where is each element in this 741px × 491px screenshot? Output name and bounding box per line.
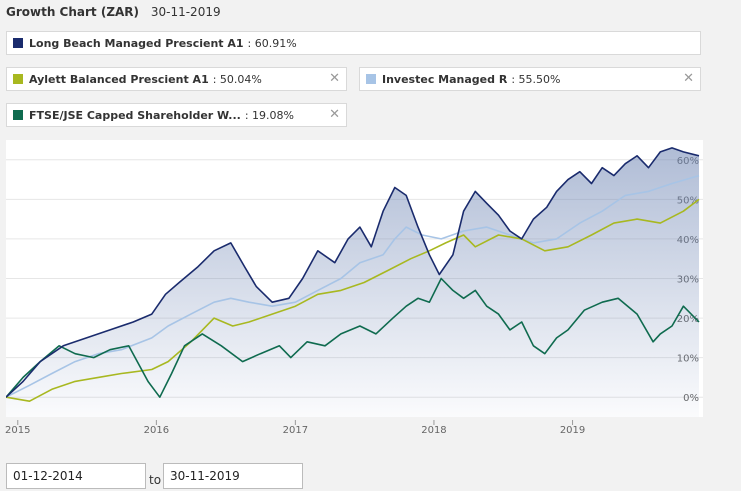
series-line (6, 277, 700, 399)
legend-name: Investec Managed R (382, 72, 508, 86)
page-title: Growth Chart (ZAR) (6, 5, 140, 19)
series-line (6, 174, 700, 398)
legend-item-investec[interactable]: Investec Managed R : 55.50% ✕ (359, 67, 701, 91)
legend-swatch (13, 38, 23, 48)
growth-chart-svg: 0%10%20%30%40%50%60% (6, 147, 703, 417)
legend-item-ftse-jse[interactable]: FTSE/JSE Capped Shareholder W... : 19.08… (6, 103, 347, 127)
x-tick-label: 2018 (421, 425, 446, 436)
series-line (6, 147, 700, 398)
range-to-label: to (149, 473, 162, 487)
x-axis: 2015 2016 2017 2018 2019 (5, 420, 585, 436)
legend-name: Long Beach Managed Prescient A1 (29, 36, 244, 50)
legend-value: : 50.04% (212, 72, 262, 86)
legend-item-long-beach[interactable]: Long Beach Managed Prescient A1 : 60.91% (6, 31, 701, 55)
chart-header: Growth Chart (ZAR) 30-11-2019 (6, 5, 221, 19)
close-icon[interactable]: ✕ (329, 107, 340, 122)
series-line (6, 198, 700, 403)
legend-value: : 55.50% (511, 72, 561, 86)
legend-swatch (13, 110, 23, 120)
end-date-input[interactable] (163, 463, 303, 489)
legend-value: : 60.91% (247, 36, 297, 50)
series-area-fill (6, 147, 699, 417)
close-icon[interactable]: ✕ (683, 71, 694, 86)
legend-item-aylett[interactable]: Aylett Balanced Prescient A1 : 50.04% ✕ (6, 67, 347, 91)
legend-name: FTSE/JSE Capped Shareholder W... (29, 108, 241, 122)
x-tick-label: 2019 (560, 425, 585, 436)
growth-chart[interactable]: 0%10%20%30%40%50%60% (6, 140, 703, 417)
legend-swatch (13, 74, 23, 84)
legend-value: : 19.08% (244, 108, 294, 122)
close-icon[interactable]: ✕ (329, 71, 340, 86)
x-tick-label: 2015 (5, 425, 30, 436)
header-date: 30-11-2019 (150, 5, 221, 19)
start-date-input[interactable] (6, 463, 146, 489)
legend-name: Aylett Balanced Prescient A1 (29, 72, 209, 86)
x-tick-label: 2016 (144, 425, 169, 436)
x-tick-label: 2017 (283, 425, 308, 436)
legend-swatch (366, 74, 376, 84)
